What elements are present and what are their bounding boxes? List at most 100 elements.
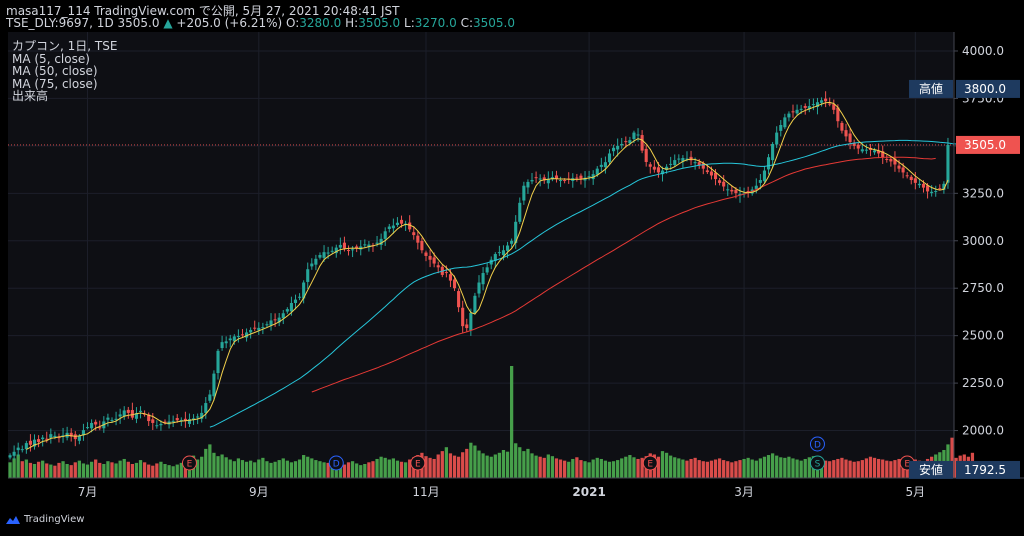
y-tick-label: 2500.0 (962, 329, 1004, 343)
time-axis[interactable]: 7月 9月 11月 2021 3月 5月 (78, 485, 925, 499)
candle-body (191, 418, 196, 420)
volume-bar (877, 458, 881, 478)
candle-body (738, 193, 742, 196)
volume-bar (579, 460, 583, 478)
price-label-tag-box (909, 79, 953, 98)
candle-body (730, 189, 734, 192)
volume-bar (701, 461, 705, 478)
volume-bar (391, 458, 395, 478)
legend-ma5[interactable]: MA (5, close) (12, 51, 90, 66)
candle-body (713, 172, 718, 180)
volume-bar (130, 464, 135, 478)
legend-volume[interactable]: 出来高 (12, 89, 49, 103)
candle-body (934, 191, 938, 193)
candle-body (28, 440, 32, 445)
volume-bar (171, 466, 175, 478)
legend-ma75[interactable]: MA (75, close) (12, 76, 98, 91)
volume-bar (779, 457, 783, 478)
candle-body (302, 282, 306, 299)
volume-bar (371, 461, 375, 478)
candle-body (840, 122, 844, 131)
high-value: 3505.0 (358, 16, 401, 30)
candle-body (538, 178, 542, 180)
candle-body (122, 410, 126, 417)
volume-bar (367, 462, 371, 478)
candle-body (163, 421, 167, 423)
candle-body (726, 189, 730, 191)
price-axis[interactable]: 4000.03750.03500.03250.03000.02750.02500… (954, 44, 1004, 438)
volume-bar (257, 459, 261, 478)
volume-bar (497, 452, 502, 478)
candle-body (257, 327, 261, 331)
legend-ma50[interactable]: MA (50, close) (12, 64, 98, 78)
plot-area[interactable] (8, 32, 954, 478)
volume-bar (151, 465, 155, 478)
volume-bar (436, 454, 440, 478)
volume-bar (45, 463, 49, 478)
volume-bar (306, 456, 310, 478)
price-label-value: 3505.0 (964, 138, 1006, 152)
candle-body (938, 188, 942, 190)
volume-bar (852, 461, 856, 478)
candle-body (383, 231, 387, 239)
volume-bar (134, 462, 139, 478)
candle-body (848, 133, 852, 143)
candle-body (905, 175, 909, 177)
candle-body (228, 338, 232, 341)
volume-bar (89, 461, 94, 478)
candle-body (836, 107, 840, 122)
candle-body (877, 150, 881, 154)
volume-bar (69, 465, 73, 478)
candle-body (758, 180, 762, 183)
volume-bar (501, 450, 506, 478)
volume-bar (518, 447, 522, 478)
volume-bar (628, 455, 632, 478)
volume-bar (534, 455, 538, 478)
candle-body (318, 255, 322, 258)
volume-bar (24, 459, 28, 478)
candle-body (134, 413, 139, 419)
symbol-name[interactable]: TSE_DLY:9697, 1D (6, 16, 114, 30)
candle-body (461, 307, 465, 327)
candle-body (367, 244, 371, 248)
candle-body (681, 158, 685, 162)
candle-body (705, 170, 709, 173)
candle-body (236, 336, 240, 338)
volume-bar (147, 464, 151, 478)
volume-bar (775, 455, 779, 478)
volume-bar (787, 456, 791, 478)
candle-body (754, 185, 758, 189)
candle-body (147, 414, 151, 422)
volume-bar (98, 462, 102, 478)
candle-body (45, 438, 49, 440)
volume-bar (285, 460, 289, 478)
candle-body (293, 299, 298, 304)
volume-bar (53, 465, 57, 478)
volume-bar (473, 445, 477, 478)
candle-body (204, 403, 208, 413)
volume-bar (73, 462, 77, 478)
publish-info: masa117_114 TradingView.com で公開, 5月 27, … (6, 2, 399, 19)
y-tick-label: 3250.0 (962, 186, 1004, 200)
candle-body (171, 420, 175, 422)
candle-body (648, 164, 652, 167)
volume-bar (677, 458, 681, 478)
volume-bar (126, 461, 130, 478)
volume-bar (791, 458, 795, 478)
volume-bar (893, 460, 897, 478)
volume-bar (554, 458, 559, 478)
legend-symbol[interactable]: カプコン, 1日, TSE (12, 39, 118, 53)
volume-bar (379, 456, 383, 478)
ma75-line (311, 156, 936, 393)
candle-body (775, 132, 779, 145)
candle-body (624, 141, 628, 143)
candle-body (457, 291, 461, 308)
candle-body (20, 449, 24, 451)
volume-bar (142, 462, 147, 478)
volume-bar (828, 461, 832, 478)
candle-body (901, 167, 905, 173)
candle-body (493, 254, 497, 261)
candle-body (542, 177, 546, 181)
volume-bar (106, 461, 110, 478)
